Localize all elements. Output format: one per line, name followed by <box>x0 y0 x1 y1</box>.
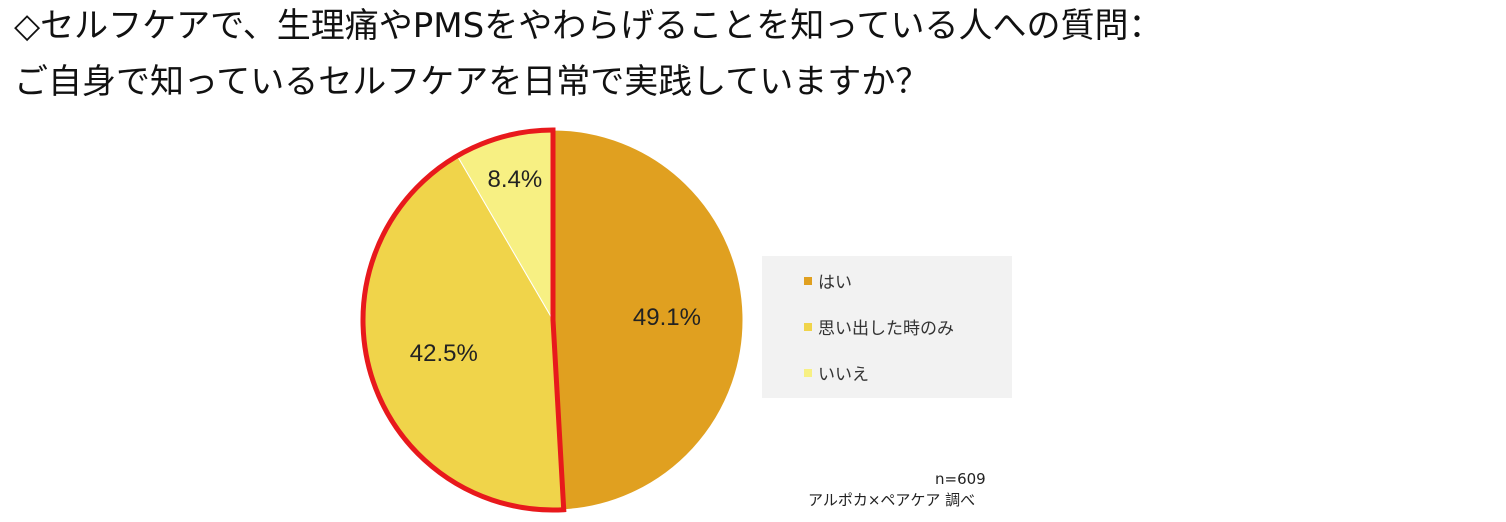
legend-label-sometimes: 思い出した時のみ <box>818 319 954 339</box>
question-heading-line-1: ◇セルフケアで、生理痛やPMSをやわらげることを知っている人への質問： <box>14 6 1163 46</box>
legend-item-sometimes: 思い出した時のみ <box>804 317 954 341</box>
legend-label-yes: はい <box>818 273 852 293</box>
legend-swatch-no <box>804 369 812 377</box>
legend-swatch-sometimes <box>804 323 812 331</box>
slice-label-yes: 49.1% <box>633 304 701 331</box>
question-heading-line-2: ご自身で知っているセルフケアを日常で実践していますか？ <box>14 62 930 102</box>
sample-size-note: n=609 <box>935 470 986 488</box>
slice-label-sometimes: 42.5% <box>410 340 478 367</box>
highlight-outline <box>360 127 567 513</box>
legend-label-no: いいえ <box>818 365 869 385</box>
slice-yes <box>552 129 744 511</box>
source-note: アルポカ×ペアケア 調べ <box>808 491 976 509</box>
legend-item-yes: はい <box>804 271 852 295</box>
legend-swatch-yes <box>804 277 812 285</box>
chart-legend: はい 思い出した時のみ いいえ <box>762 256 1012 398</box>
slice-label-no: 8.4% <box>487 166 542 193</box>
legend-item-no: いいえ <box>804 363 869 387</box>
